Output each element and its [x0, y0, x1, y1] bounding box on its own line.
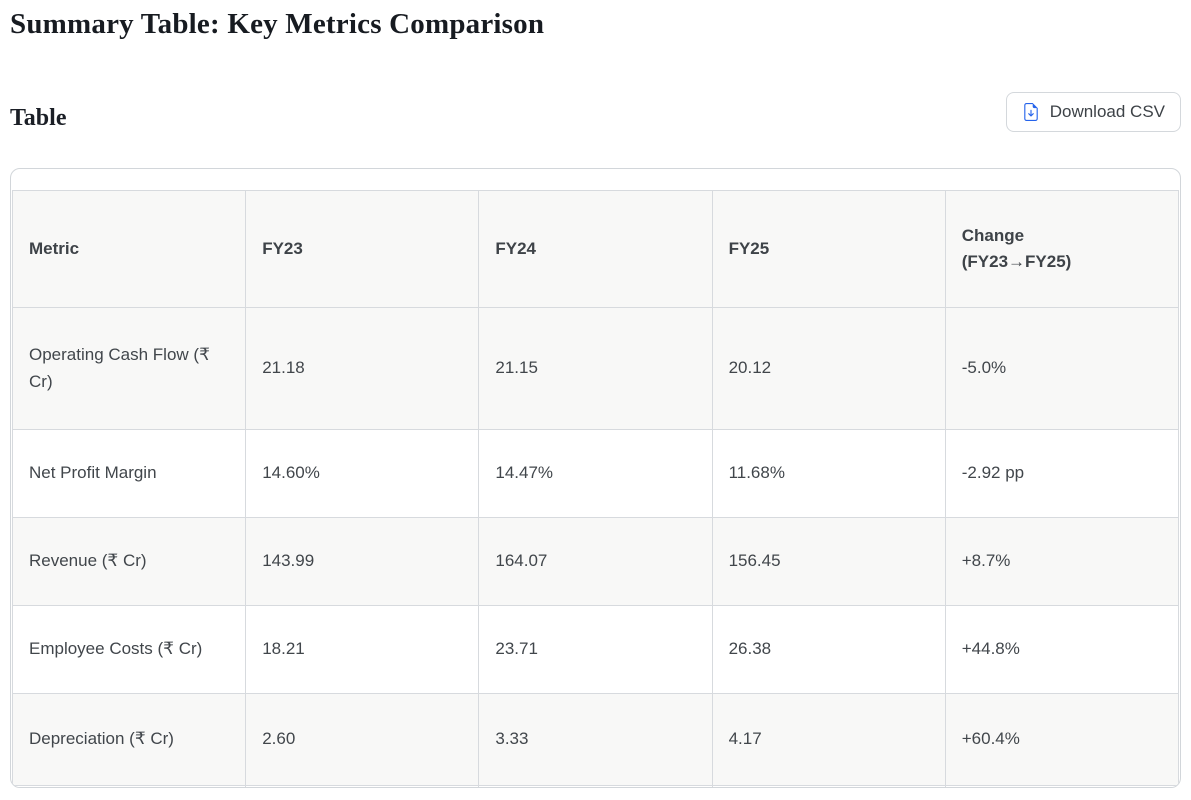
value-cell: 11.68% [711, 429, 946, 518]
value-cell: 4.17 [711, 693, 946, 786]
table-row: Employee Costs (₹ Cr) 18.21 23.71 26.38 +44.… [11, 605, 1180, 694]
value-cell: +8.7% [944, 517, 1180, 606]
metric-cell: Operating Cash Flow (₹ Cr) [11, 307, 247, 430]
metrics-table-container: Metric FY23 FY24 FY25 Change (FY23→FY25) Ope… [10, 168, 1181, 788]
table-row: Depreciation (₹ Cr) 2.60 3.33 4.17 +60.4% [11, 693, 1180, 786]
value-cell: 14.47% [478, 429, 713, 518]
table-body: Operating Cash Flow (₹ Cr) 21.18 21.15 20.1… [11, 307, 1180, 786]
table-head: Metric FY23 FY24 FY25 Change (FY23→FY25) [11, 190, 1180, 308]
value-cell: 23.71 [478, 605, 713, 694]
value-cell: 20.12 [711, 307, 946, 430]
download-csv-button[interactable]: Download CSV [1005, 91, 1181, 132]
page: Summary Table: Key Metrics Comparison Ta… [0, 8, 1191, 788]
value-cell: 156.45 [711, 517, 946, 606]
value-cell: 2.60 [245, 693, 480, 786]
file-arrow-down-icon [1022, 102, 1040, 121]
table-row: Revenue (₹ Cr) 143.99 164.07 156.45 +8.7% [11, 517, 1180, 606]
column-header-fy25: FY25 [711, 190, 946, 308]
value-cell: 18.21 [245, 605, 480, 694]
value-cell: +44.8% [944, 605, 1180, 694]
download-csv-label: Download CSV [1049, 101, 1165, 121]
value-cell: -5.0% [944, 307, 1180, 430]
value-cell: 21.15 [478, 307, 713, 430]
section-bar: Table Download CSV [10, 91, 1181, 132]
value-cell: -2.92 pp [944, 429, 1180, 518]
column-header-fy24: FY24 [478, 190, 713, 308]
metric-cell: Net Profit Margin [11, 429, 247, 518]
value-cell: 143.99 [245, 517, 480, 606]
metric-cell: Revenue (₹ Cr) [11, 517, 247, 606]
value-cell: +60.4% [944, 693, 1180, 786]
page-title: Summary Table: Key Metrics Comparison [10, 8, 545, 40]
table-header-row: Metric FY23 FY24 FY25 Change (FY23→FY25) [11, 190, 1180, 308]
table-row: Net Profit Margin 14.60% 14.47% 11.68% -2.92… [11, 429, 1180, 518]
partial-row [11, 785, 1180, 787]
metric-cell: Depreciation (₹ Cr) [11, 693, 247, 786]
section-title: Table [10, 105, 67, 131]
column-header-change: Change (FY23→FY25) [944, 190, 1180, 308]
metric-cell: Employee Costs (₹ Cr) [11, 605, 247, 694]
table-row: Operating Cash Flow (₹ Cr) 21.18 21.15 20.1… [11, 307, 1180, 430]
value-cell: 21.18 [245, 307, 480, 430]
value-cell: 26.38 [711, 605, 946, 694]
table-overflow-row-clipped [11, 785, 1180, 787]
value-cell: 14.60% [245, 429, 480, 518]
column-header-metric: Metric [11, 190, 247, 308]
value-cell: 3.33 [478, 693, 713, 786]
value-cell: 164.07 [478, 517, 713, 606]
column-header-fy23: FY23 [245, 190, 480, 308]
metrics-table: Metric FY23 FY24 FY25 Change (FY23→FY25) Ope… [11, 190, 1180, 787]
